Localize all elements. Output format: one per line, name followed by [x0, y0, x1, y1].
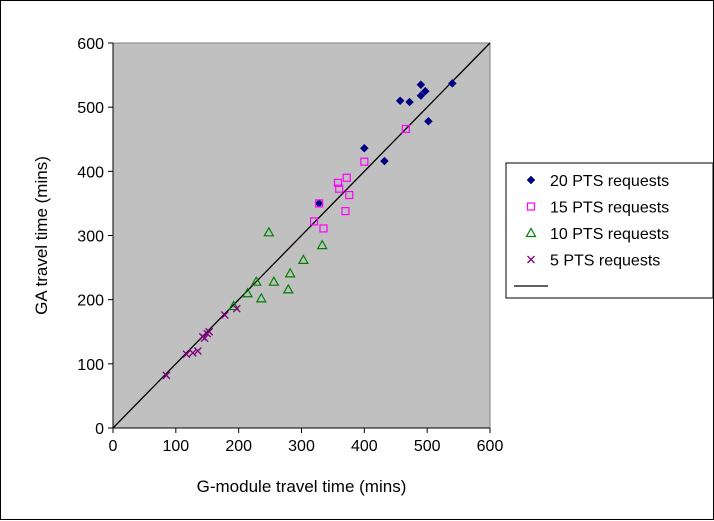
series-10-pts-point — [228, 300, 240, 311]
y-tick-label: 400 — [77, 164, 104, 181]
y-tick-label: 100 — [77, 357, 104, 374]
series-10-pts-point — [316, 239, 328, 250]
data-points — [112, 42, 491, 429]
series-5-pts-point — [205, 327, 214, 336]
series-20-pts-point — [420, 86, 430, 96]
legend-entry-20-pts: 20 PTS requests — [550, 173, 669, 190]
series-10-pts-point — [297, 254, 309, 264]
legend-marker — [525, 227, 537, 238]
x-axis-label: G-module travel time (mins) — [197, 477, 407, 496]
series-15-pts-point — [314, 199, 324, 208]
x-tick-label: 500 — [414, 438, 441, 455]
series-5-pts-point — [232, 304, 241, 313]
series-20-pts-point — [395, 96, 405, 106]
series-5-pts-point — [162, 371, 171, 380]
legend-entry-5-pts: 5 PTS requests — [550, 253, 660, 270]
x-tick-label: 200 — [225, 438, 252, 455]
series-15-pts-point — [335, 184, 344, 193]
series-10-pts-point — [255, 292, 267, 303]
series-10-pts-point — [241, 287, 253, 298]
reference-line — [112, 42, 491, 429]
series-15-pts-point — [319, 224, 328, 233]
legend-marker — [526, 175, 536, 185]
series-15-pts-point — [341, 207, 350, 216]
legend-box — [505, 162, 714, 299]
series-5-pts-point — [188, 348, 197, 357]
series-20-pts-point — [359, 143, 369, 153]
y-tick-label: 200 — [77, 293, 104, 310]
series-5-pts-point — [220, 311, 229, 320]
y-tick-label: 0 — [95, 421, 104, 438]
y-tick-label: 600 — [77, 36, 104, 53]
series-10-pts-point — [268, 275, 280, 286]
series-10-pts-point — [263, 226, 275, 237]
y-axis-label: GA travel time (mins) — [32, 156, 51, 315]
legend-marker — [526, 202, 536, 211]
series-5-pts-point — [193, 347, 202, 355]
y-tick-label: 300 — [77, 229, 104, 246]
series-5-pts-point — [182, 350, 191, 359]
legend-marker — [527, 255, 535, 264]
series-20-pts-point — [424, 116, 433, 126]
y-tick-label: 500 — [77, 100, 104, 117]
x-tick-label: 400 — [351, 438, 378, 455]
series-20-pts-point — [416, 91, 426, 100]
series-15-pts-point — [333, 178, 343, 187]
series-20-pts-point — [380, 156, 389, 166]
series-15-pts-point — [309, 217, 319, 226]
x-tick-label: 300 — [288, 438, 315, 455]
series-20-pts-point — [416, 80, 426, 90]
x-tick-label: 0 — [109, 438, 118, 455]
legend: 20 PTS requests 15 PTS requests 10 PTS req… — [505, 162, 714, 299]
series-20-pts-point — [447, 79, 457, 88]
series-5-pts-point — [200, 334, 209, 343]
series-10-pts-point — [250, 275, 262, 286]
legend-entry-10-pts: 10 PTS requests — [550, 226, 669, 243]
axis-ticks: 0 100 200 300 400 500 600 0 100 200 300 400 500 600 — [77, 36, 503, 455]
series-15-pts-point — [360, 157, 369, 166]
series-15-pts-point — [345, 190, 354, 200]
x-tick-label: 100 — [162, 438, 189, 455]
legend-entry-15-pts: 15 PTS requests — [550, 200, 669, 217]
series-15-pts-point — [342, 173, 351, 182]
series-15-pts-point — [401, 124, 410, 134]
series-10-pts-point — [282, 283, 294, 294]
series-20-pts-point — [405, 97, 414, 107]
x-tick-label: 600 — [477, 438, 504, 455]
series-10-pts-point — [284, 267, 296, 278]
